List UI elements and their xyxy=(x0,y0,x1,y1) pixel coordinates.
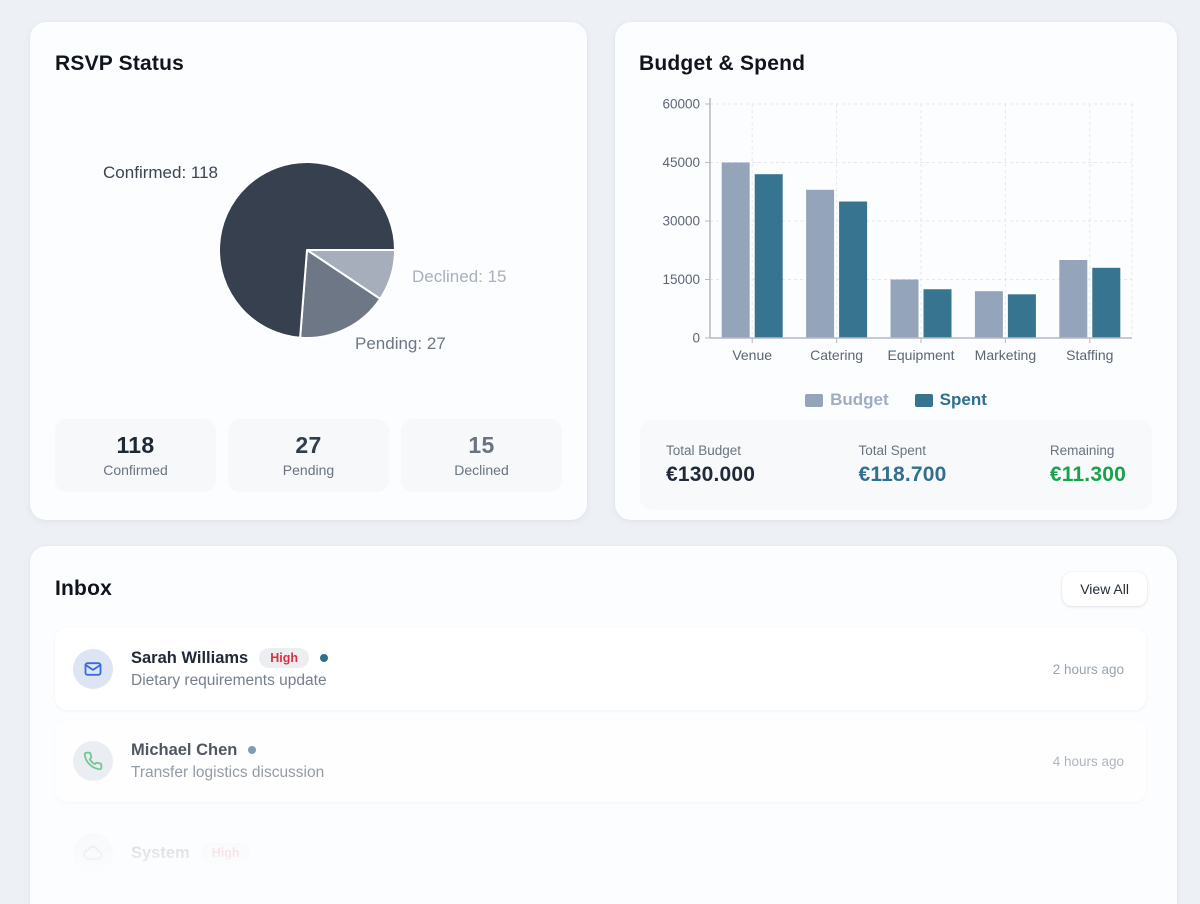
sender-name: Sarah Williams xyxy=(131,648,249,667)
y-tick-label: 45000 xyxy=(662,155,700,170)
total-budget-label: Total Budget xyxy=(666,443,742,458)
bar-spent-equipment xyxy=(923,289,952,338)
avatar xyxy=(73,649,113,689)
view-all-button[interactable]: View All xyxy=(1062,572,1147,606)
stat-box-confirmed: 118 Confirmed xyxy=(55,419,216,492)
rsvp-status-card: RSVP Status Confirmed: 118 Declined: 15 Pe… xyxy=(30,22,587,520)
unread-dot xyxy=(248,746,257,754)
total-budget-value: €130.000 xyxy=(666,463,756,486)
x-category-label: Venue xyxy=(732,347,772,363)
budget-swatch-icon xyxy=(805,393,824,407)
confirmed-count: 118 xyxy=(116,432,155,458)
bar-spent-catering xyxy=(839,201,868,338)
x-category-label: Staffing xyxy=(1066,347,1113,363)
pie-label-declined: Declined: 15 xyxy=(412,267,507,286)
inbox-row-sarah-williams[interactable]: Sarah Williams High Dietary requirements… xyxy=(55,628,1146,710)
bar-budget-catering xyxy=(806,189,835,338)
x-category-label: Equipment xyxy=(888,347,955,363)
x-category-label: Catering xyxy=(810,347,863,363)
priority-badge: High xyxy=(200,842,251,864)
budget-totals: Total Budget €130.000 Total Spent €118.7… xyxy=(640,420,1152,510)
pie-label-pending: Pending: 27 xyxy=(355,334,446,353)
inbox-row-system[interactable]: System High xyxy=(55,812,1146,894)
message-time: 4 hours ago xyxy=(1052,753,1124,769)
y-tick-label: 0 xyxy=(692,331,700,346)
spent-swatch-icon xyxy=(914,393,933,407)
legend-budget-label: Budget xyxy=(830,390,889,409)
avatar xyxy=(73,741,113,781)
total-spent: Total Spent €118.700 xyxy=(859,443,947,487)
y-tick-label: 15000 xyxy=(662,272,700,287)
pending-count: 27 xyxy=(295,432,322,458)
remaining-label: Remaining xyxy=(1049,443,1115,458)
pending-label: Pending xyxy=(282,462,335,478)
rsvp-stats-row: 118 Confirmed 27 Pending 15 Declined xyxy=(55,419,562,492)
avatar xyxy=(73,833,113,873)
declined-label: Declined xyxy=(454,462,509,478)
sender-name: System xyxy=(131,843,190,862)
x-category-label: Marketing xyxy=(975,347,1036,363)
inbox-title: Inbox xyxy=(55,577,112,600)
bar-spent-staffing xyxy=(1092,267,1121,338)
y-tick-label: 30000 xyxy=(662,214,700,229)
unread-dot xyxy=(320,654,329,662)
bar-spent-marketing xyxy=(1007,294,1036,338)
bar-spent-venue xyxy=(754,174,783,338)
stat-box-declined: 15 Declined xyxy=(401,419,562,492)
priority-badge: High xyxy=(259,647,310,669)
mail-icon xyxy=(83,659,103,679)
declined-count: 15 xyxy=(468,432,495,458)
bar-budget-venue xyxy=(721,162,750,338)
y-tick-label: 60000 xyxy=(662,97,700,112)
bar-budget-staffing xyxy=(1059,260,1088,338)
pie-slice-confirmed xyxy=(218,161,396,339)
bar-chart-legend: Budget Spent xyxy=(615,390,1177,410)
pie-label-confirmed: Confirmed: 118 xyxy=(103,163,218,182)
rsvp-card-title: RSVP Status xyxy=(55,52,185,75)
legend-item-spent: Spent xyxy=(914,390,987,410)
pie-slice-pending xyxy=(299,249,382,339)
legend-item-budget: Budget xyxy=(805,390,889,410)
message-time: 2 hours ago xyxy=(1052,661,1124,677)
total-spent-value: €118.700 xyxy=(858,463,947,486)
confirmed-label: Confirmed xyxy=(103,462,168,478)
message-subject: Transfer logistics discussion xyxy=(131,763,325,781)
remaining-value: €11.300 xyxy=(1049,463,1126,486)
budget-spend-card: Budget & Spend 0 15000 30000 45000 60000 Venu… xyxy=(615,22,1177,520)
legend-spent-label: Spent xyxy=(939,390,987,409)
system-icon xyxy=(83,843,103,863)
bar-budget-equipment xyxy=(890,279,919,338)
stat-box-pending: 27 Pending xyxy=(228,419,389,492)
budget-card-title: Budget & Spend xyxy=(639,52,806,75)
message-subject: Dietary requirements update xyxy=(131,672,327,690)
rsvp-pie-chart: Confirmed: 118 Declined: 15 Pending: 27 xyxy=(103,161,507,353)
phone-icon xyxy=(83,751,103,771)
remaining: Remaining €11.300 xyxy=(1050,443,1126,487)
budget-bar-chart: 0 15000 30000 45000 60000 Venue Catering Equipm… xyxy=(662,97,1133,363)
inbox-header: Inbox View All xyxy=(55,572,1147,606)
sender-name: Michael Chen xyxy=(131,740,238,759)
inbox-list: Sarah Williams High Dietary requirements… xyxy=(55,628,1146,904)
inbox-row-michael-chen[interactable]: Michael Chen Transfer logistics discussi… xyxy=(55,720,1146,802)
bar-budget-marketing xyxy=(974,291,1003,338)
total-budget: Total Budget €130.000 xyxy=(666,443,755,487)
inbox-card: Inbox View All Sarah Williams High Dieta… xyxy=(30,546,1177,904)
total-spent-label: Total Spent xyxy=(858,443,927,458)
